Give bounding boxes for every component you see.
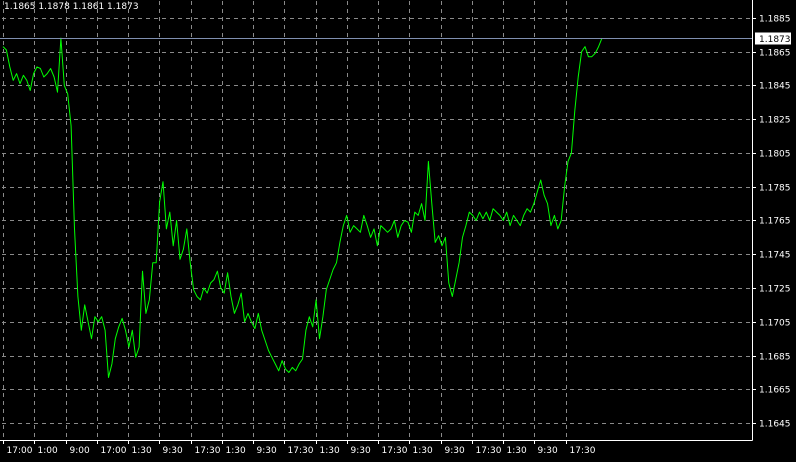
y-tick-label: 1.1705	[759, 319, 791, 329]
x-tick-label: 17:30	[195, 446, 221, 456]
y-tick-label: 1.1665	[759, 386, 791, 396]
x-tick-label: 1:30	[226, 446, 246, 456]
grid-layer	[2, 1, 752, 440]
x-tick-label: 1:00	[38, 446, 58, 456]
x-tick-label: 1:30	[320, 446, 340, 456]
y-tick-label: 1.1725	[759, 285, 791, 295]
y-tick-label: 1.1865	[759, 49, 791, 59]
series-layer	[0, 37, 752, 378]
ohlc-header: 1.1865 1.1878 1.1861 1.1873	[4, 2, 139, 12]
y-tick-label: 1.1765	[759, 217, 791, 227]
x-tick-label: 9:30	[257, 446, 277, 456]
x-tick-label: 9:30	[538, 446, 558, 456]
x-tick-label: 17:30	[382, 446, 408, 456]
y-tick-label: 1.1645	[759, 420, 791, 430]
y-tick-label: 1.1785	[759, 184, 791, 194]
x-tick-label: 1:30	[413, 446, 433, 456]
current-price-label: 1.1873	[759, 35, 791, 45]
y-tick-label: 1.1745	[759, 251, 791, 261]
y-tick-label: 1.1805	[759, 150, 791, 160]
axis-layer	[0, 0, 756, 444]
y-tick-label: 1.1885	[759, 15, 791, 25]
current-price-box	[755, 32, 791, 45]
x-tick-label: 17:00	[7, 446, 33, 456]
y-tick-label: 1.1685	[759, 353, 791, 363]
price-series-line	[2, 37, 603, 378]
x-tick-label: 17:30	[288, 446, 314, 456]
x-tick-label: 17:00	[101, 446, 127, 456]
tick-layer: 1.1885 1.1865 1.1845 1.1825 1.1805 1.1785 1.17…	[7, 15, 791, 456]
x-tick-label: 9:00	[70, 446, 90, 456]
x-tick-label: 17:30	[570, 446, 596, 456]
y-tick-label: 1.1845	[759, 82, 791, 92]
x-tick-label: 1:30	[132, 446, 152, 456]
x-tick-label: 9:30	[163, 446, 183, 456]
x-tick-label: 9:30	[351, 446, 371, 456]
y-tick-label: 1.1825	[759, 116, 791, 126]
x-tick-label: 9:30	[445, 446, 465, 456]
x-tick-label: 17:30	[476, 446, 502, 456]
x-tick-label: 1:30	[507, 446, 527, 456]
